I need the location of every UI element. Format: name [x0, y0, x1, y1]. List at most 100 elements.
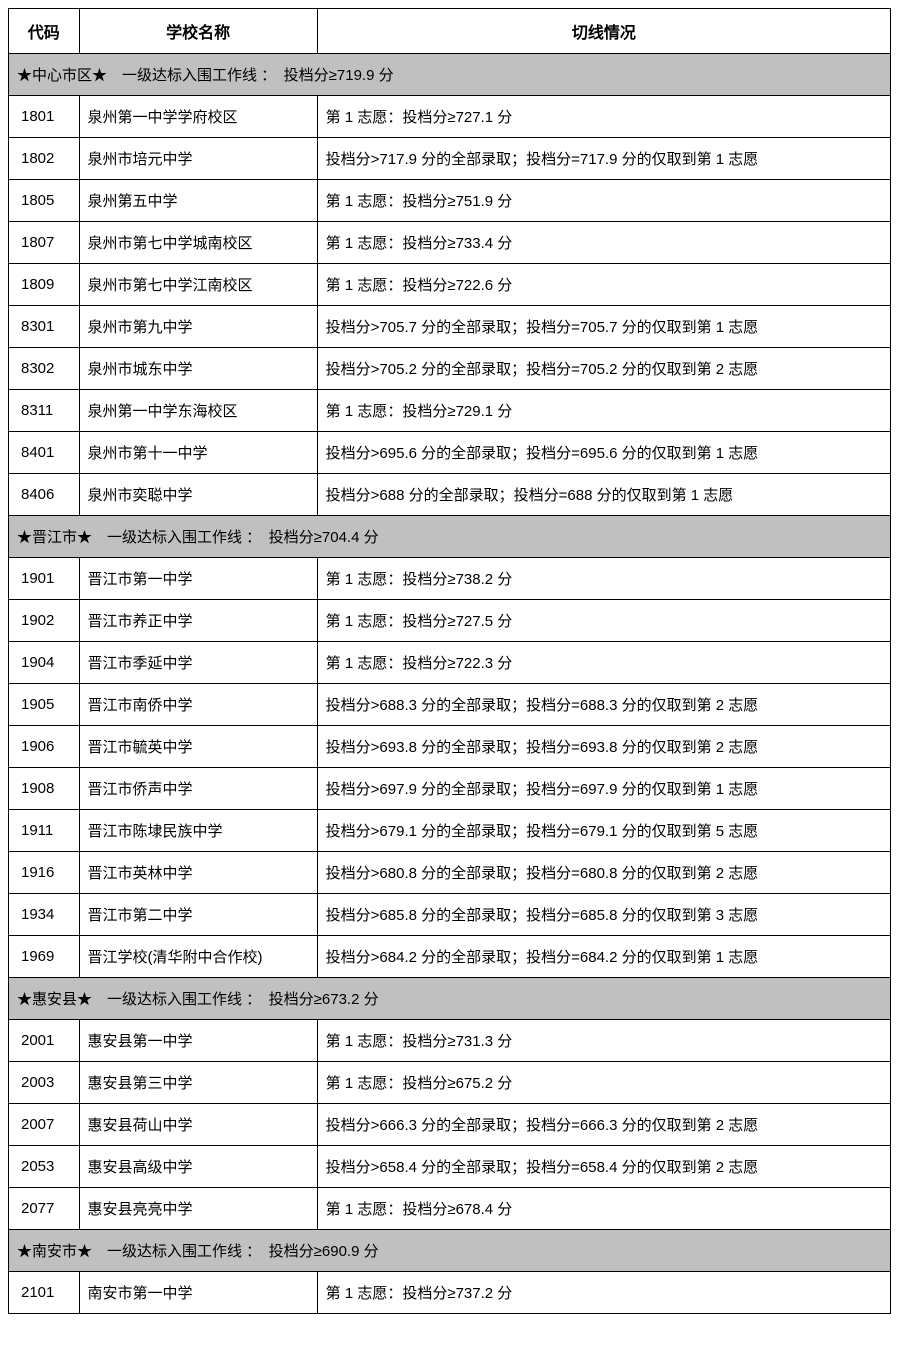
school-name: 晋江学校(清华附中合作校) — [79, 936, 317, 978]
cutoff-detail: 投档分>695.6 分的全部录取；投档分=695.6 分的仅取到第 1 志愿 — [317, 432, 890, 474]
table-header-row: 代码 学校名称 切线情况 — [9, 9, 891, 54]
cutoff-detail: 投档分>666.3 分的全部录取；投档分=666.3 分的仅取到第 2 志愿 — [317, 1104, 890, 1146]
table-row: 1801泉州第一中学学府校区第 1 志愿：投档分≥727.1 分 — [9, 96, 891, 138]
section-header: ★中心市区★ 一级达标入围工作线 ： 投档分≥719.9 分 — [9, 54, 891, 96]
school-code: 1969 — [9, 936, 80, 978]
table-row: 1802泉州市培元中学投档分>717.9 分的全部录取；投档分=717.9 分的… — [9, 138, 891, 180]
table-row: 1916晋江市英林中学投档分>680.8 分的全部录取；投档分=680.8 分的… — [9, 852, 891, 894]
school-code: 2077 — [9, 1188, 80, 1230]
cutoff-detail: 第 1 志愿：投档分≥733.4 分 — [317, 222, 890, 264]
table-row: 1902晋江市养正中学第 1 志愿：投档分≥727.5 分 — [9, 600, 891, 642]
school-code: 1805 — [9, 180, 80, 222]
table-row: 1905晋江市南侨中学投档分>688.3 分的全部录取；投档分=688.3 分的… — [9, 684, 891, 726]
school-code: 8302 — [9, 348, 80, 390]
school-name: 惠安县第一中学 — [79, 1020, 317, 1062]
table-row: 2003惠安县第三中学第 1 志愿：投档分≥675.2 分 — [9, 1062, 891, 1104]
school-name: 晋江市毓英中学 — [79, 726, 317, 768]
section-title: ★中心市区★ 一级达标入围工作线 ： 投档分≥719.9 分 — [9, 54, 891, 96]
cutoff-detail: 第 1 志愿：投档分≥731.3 分 — [317, 1020, 890, 1062]
school-code: 1802 — [9, 138, 80, 180]
table-row: 1809泉州市第七中学江南校区第 1 志愿：投档分≥722.6 分 — [9, 264, 891, 306]
header-code: 代码 — [9, 9, 80, 54]
table-row: 2077惠安县亮亮中学第 1 志愿：投档分≥678.4 分 — [9, 1188, 891, 1230]
cutoff-detail: 第 1 志愿：投档分≥729.1 分 — [317, 390, 890, 432]
school-code: 8406 — [9, 474, 80, 516]
school-name: 晋江市英林中学 — [79, 852, 317, 894]
cutoff-detail: 投档分>685.8 分的全部录取；投档分=685.8 分的仅取到第 3 志愿 — [317, 894, 890, 936]
school-code: 8311 — [9, 390, 80, 432]
table-row: 1908晋江市侨声中学投档分>697.9 分的全部录取；投档分=697.9 分的… — [9, 768, 891, 810]
school-name: 泉州市培元中学 — [79, 138, 317, 180]
admissions-table: 代码 学校名称 切线情况 ★中心市区★ 一级达标入围工作线 ： 投档分≥719.… — [8, 8, 891, 1314]
cutoff-detail: 投档分>697.9 分的全部录取；投档分=697.9 分的仅取到第 1 志愿 — [317, 768, 890, 810]
cutoff-detail: 投档分>717.9 分的全部录取；投档分=717.9 分的仅取到第 1 志愿 — [317, 138, 890, 180]
table-row: 8311泉州第一中学东海校区第 1 志愿：投档分≥729.1 分 — [9, 390, 891, 432]
school-code: 1807 — [9, 222, 80, 264]
school-code: 1906 — [9, 726, 80, 768]
cutoff-detail: 投档分>688.3 分的全部录取；投档分=688.3 分的仅取到第 2 志愿 — [317, 684, 890, 726]
school-name: 泉州市第十一中学 — [79, 432, 317, 474]
cutoff-detail: 投档分>688 分的全部录取；投档分=688 分的仅取到第 1 志愿 — [317, 474, 890, 516]
cutoff-detail: 投档分>705.7 分的全部录取；投档分=705.7 分的仅取到第 1 志愿 — [317, 306, 890, 348]
cutoff-detail: 投档分>684.2 分的全部录取；投档分=684.2 分的仅取到第 1 志愿 — [317, 936, 890, 978]
school-name: 泉州市第九中学 — [79, 306, 317, 348]
table-row: 1904晋江市季延中学第 1 志愿：投档分≥722.3 分 — [9, 642, 891, 684]
school-name: 晋江市第一中学 — [79, 558, 317, 600]
school-code: 1809 — [9, 264, 80, 306]
table-row: 8301泉州市第九中学投档分>705.7 分的全部录取；投档分=705.7 分的… — [9, 306, 891, 348]
school-name: 泉州市第七中学江南校区 — [79, 264, 317, 306]
school-code: 1916 — [9, 852, 80, 894]
section-header: ★南安市★ 一级达标入围工作线 ： 投档分≥690.9 分 — [9, 1230, 891, 1272]
cutoff-detail: 投档分>658.4 分的全部录取；投档分=658.4 分的仅取到第 2 志愿 — [317, 1146, 890, 1188]
school-name: 南安市第一中学 — [79, 1272, 317, 1314]
cutoff-detail: 第 1 志愿：投档分≥675.2 分 — [317, 1062, 890, 1104]
cutoff-detail: 第 1 志愿：投档分≥737.2 分 — [317, 1272, 890, 1314]
school-code: 1911 — [9, 810, 80, 852]
cutoff-detail: 第 1 志愿：投档分≥722.3 分 — [317, 642, 890, 684]
table-row: 2101南安市第一中学第 1 志愿：投档分≥737.2 分 — [9, 1272, 891, 1314]
table-row: 2001惠安县第一中学第 1 志愿：投档分≥731.3 分 — [9, 1020, 891, 1062]
table-row: 8406泉州市奕聪中学投档分>688 分的全部录取；投档分=688 分的仅取到第… — [9, 474, 891, 516]
cutoff-detail: 第 1 志愿：投档分≥751.9 分 — [317, 180, 890, 222]
cutoff-detail: 第 1 志愿：投档分≥727.5 分 — [317, 600, 890, 642]
cutoff-detail: 投档分>680.8 分的全部录取；投档分=680.8 分的仅取到第 2 志愿 — [317, 852, 890, 894]
section-title: ★晋江市★ 一级达标入围工作线 ： 投档分≥704.4 分 — [9, 516, 891, 558]
cutoff-detail: 第 1 志愿：投档分≥738.2 分 — [317, 558, 890, 600]
school-code: 1908 — [9, 768, 80, 810]
school-code: 2003 — [9, 1062, 80, 1104]
school-name: 惠安县荷山中学 — [79, 1104, 317, 1146]
table-row: 1934晋江市第二中学投档分>685.8 分的全部录取；投档分=685.8 分的… — [9, 894, 891, 936]
school-name: 惠安县高级中学 — [79, 1146, 317, 1188]
cutoff-detail: 投档分>705.2 分的全部录取；投档分=705.2 分的仅取到第 2 志愿 — [317, 348, 890, 390]
table-row: 1805泉州第五中学第 1 志愿：投档分≥751.9 分 — [9, 180, 891, 222]
cutoff-detail: 投档分>679.1 分的全部录取；投档分=679.1 分的仅取到第 5 志愿 — [317, 810, 890, 852]
school-name: 惠安县亮亮中学 — [79, 1188, 317, 1230]
section-title: ★惠安县★ 一级达标入围工作线 ： 投档分≥673.2 分 — [9, 978, 891, 1020]
section-header: ★晋江市★ 一级达标入围工作线 ： 投档分≥704.4 分 — [9, 516, 891, 558]
school-name: 泉州第一中学学府校区 — [79, 96, 317, 138]
school-code: 1934 — [9, 894, 80, 936]
school-name: 泉州第一中学东海校区 — [79, 390, 317, 432]
table-row: 1901晋江市第一中学第 1 志愿：投档分≥738.2 分 — [9, 558, 891, 600]
header-cutoff: 切线情况 — [317, 9, 890, 54]
cutoff-detail: 第 1 志愿：投档分≥678.4 分 — [317, 1188, 890, 1230]
school-name: 惠安县第三中学 — [79, 1062, 317, 1104]
table-row: 2053惠安县高级中学投档分>658.4 分的全部录取；投档分=658.4 分的… — [9, 1146, 891, 1188]
school-name: 泉州市城东中学 — [79, 348, 317, 390]
table-row: 2007惠安县荷山中学投档分>666.3 分的全部录取；投档分=666.3 分的… — [9, 1104, 891, 1146]
table-row: 1911晋江市陈埭民族中学投档分>679.1 分的全部录取；投档分=679.1 … — [9, 810, 891, 852]
header-school: 学校名称 — [79, 9, 317, 54]
school-name: 晋江市侨声中学 — [79, 768, 317, 810]
school-name: 晋江市季延中学 — [79, 642, 317, 684]
section-title: ★南安市★ 一级达标入围工作线 ： 投档分≥690.9 分 — [9, 1230, 891, 1272]
section-header: ★惠安县★ 一级达标入围工作线 ： 投档分≥673.2 分 — [9, 978, 891, 1020]
table-row: 1906晋江市毓英中学投档分>693.8 分的全部录取；投档分=693.8 分的… — [9, 726, 891, 768]
school-code: 8301 — [9, 306, 80, 348]
school-name: 泉州市第七中学城南校区 — [79, 222, 317, 264]
school-name: 晋江市第二中学 — [79, 894, 317, 936]
school-code: 1801 — [9, 96, 80, 138]
school-code: 1901 — [9, 558, 80, 600]
school-name: 泉州第五中学 — [79, 180, 317, 222]
school-name: 晋江市南侨中学 — [79, 684, 317, 726]
table-row: 8302泉州市城东中学投档分>705.2 分的全部录取；投档分=705.2 分的… — [9, 348, 891, 390]
